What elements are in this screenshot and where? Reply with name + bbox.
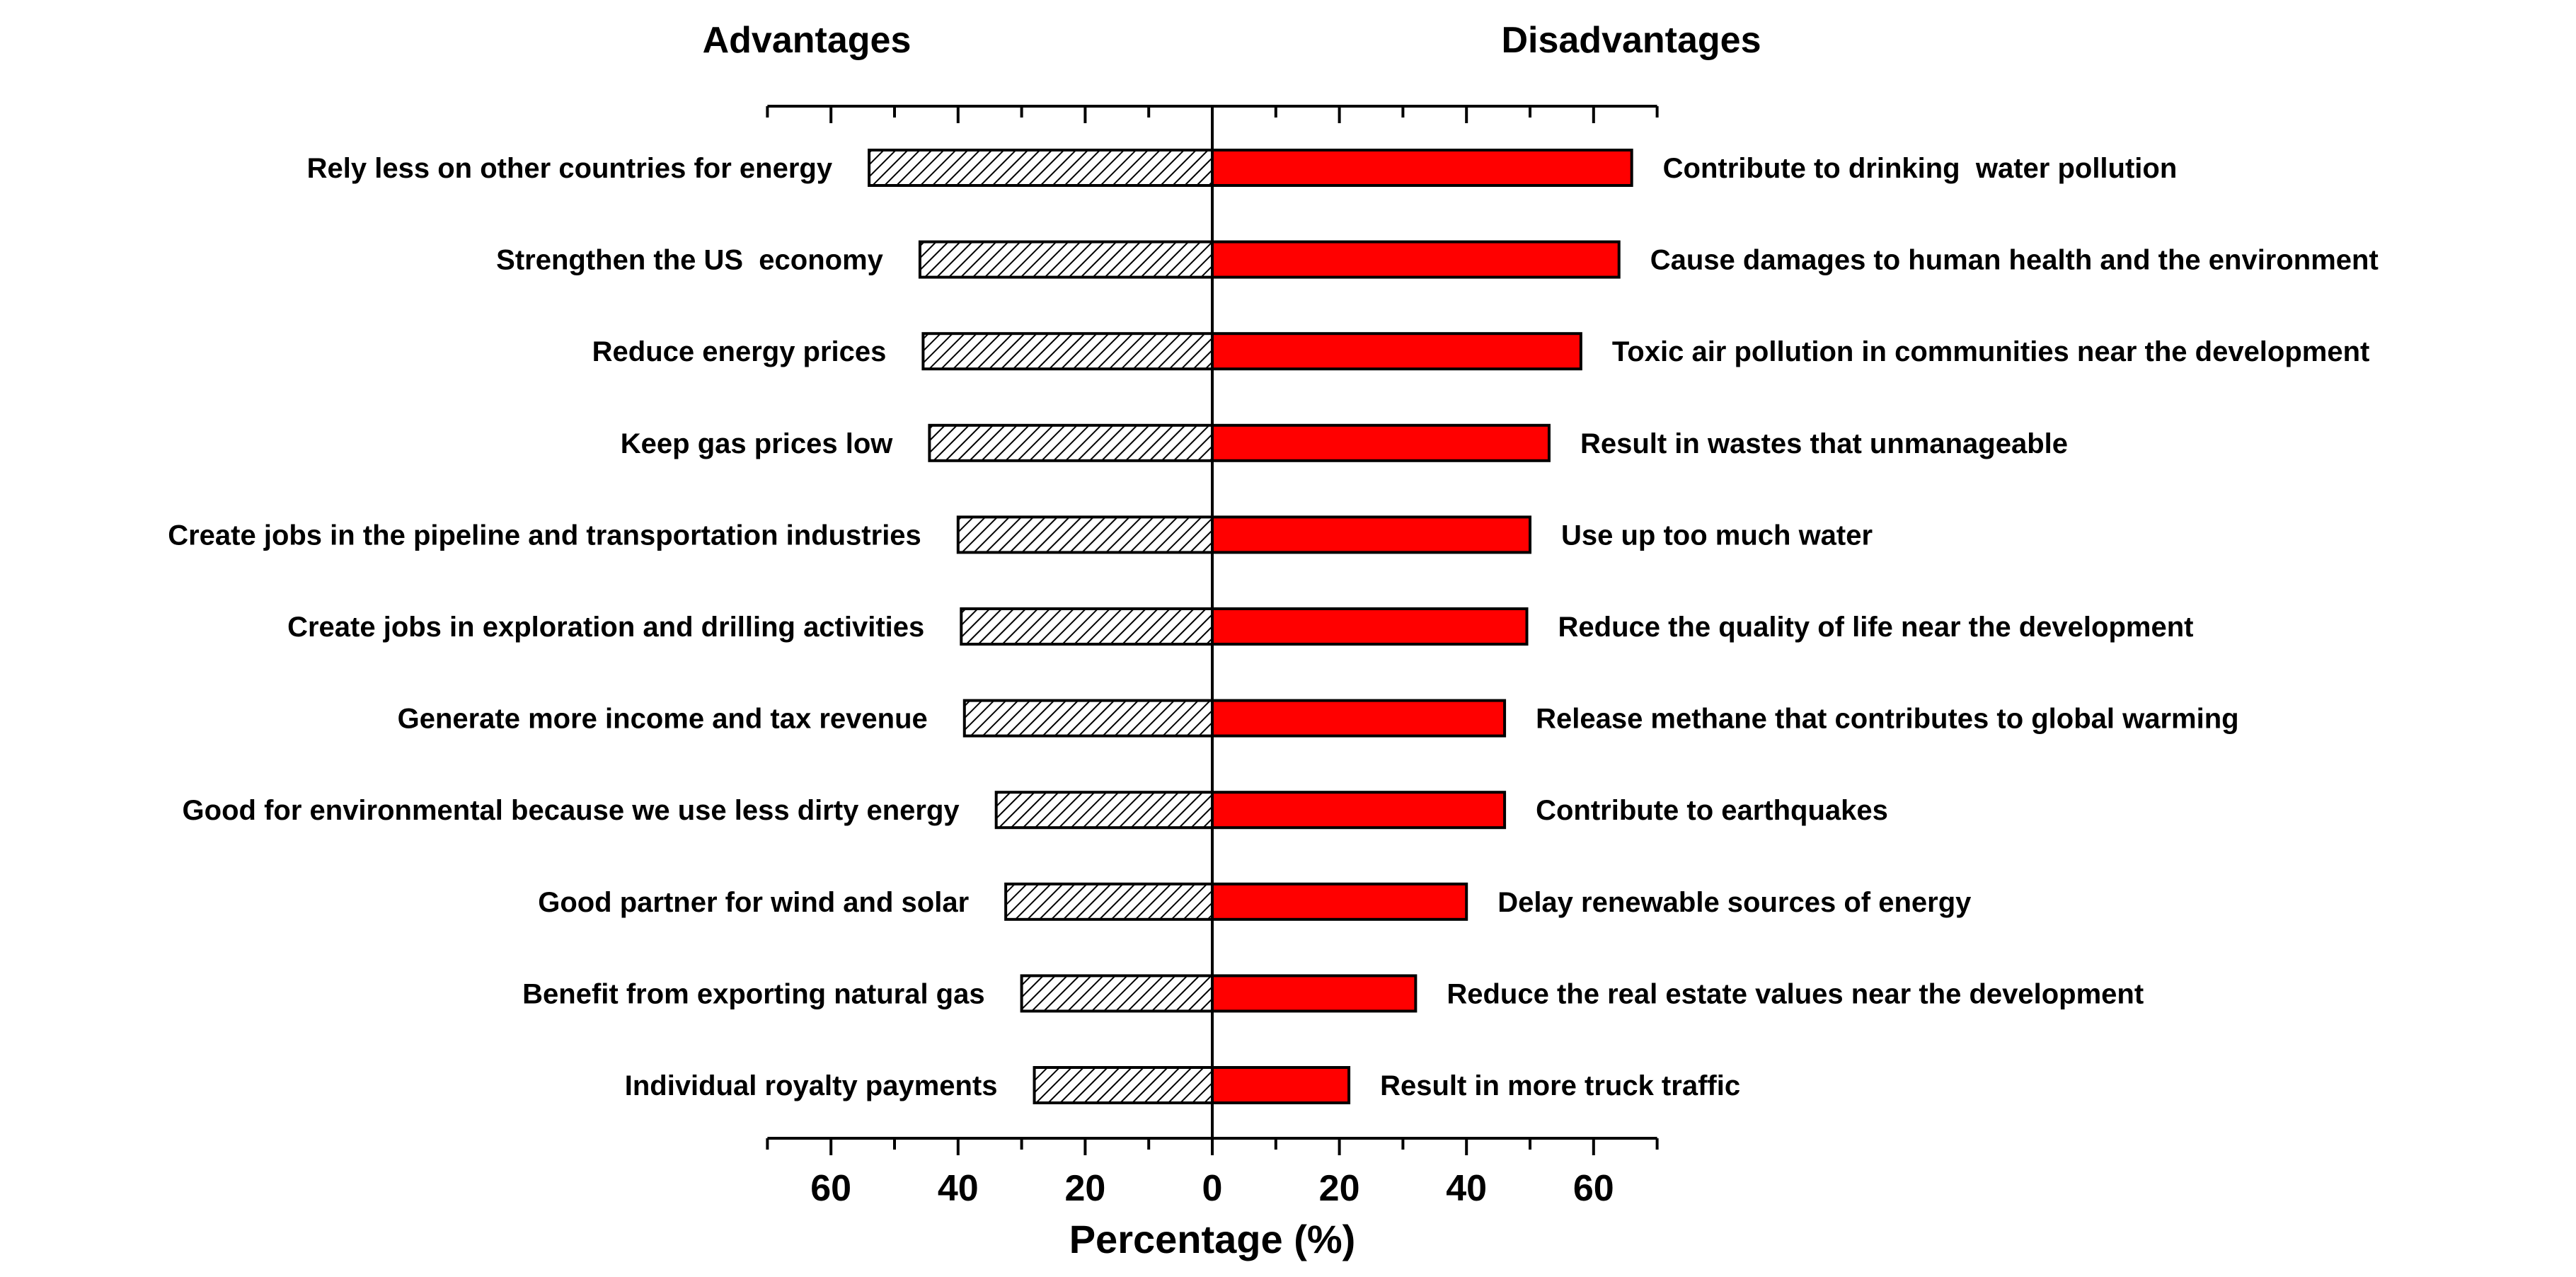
advantage-label: Rely less on other countries for energy: [307, 153, 833, 184]
advantage-bar: [956, 515, 1214, 554]
disadvantage-label: Contribute to drinking water pollution: [1663, 153, 2178, 184]
x-tick-label: 40: [1446, 1168, 1487, 1209]
disadvantage-label: Toxic air pollution in communities near …: [1612, 336, 2370, 367]
x-tick-label: 40: [938, 1168, 979, 1209]
advantage-bar: [962, 699, 1214, 738]
advantage-label: Create jobs in exploration and drilling …: [287, 612, 924, 643]
disadvantage-bar: [1211, 332, 1582, 371]
disadvantages-heading: Disadvantages: [1501, 20, 1761, 61]
x-tick-label: 20: [1064, 1168, 1105, 1209]
advantage-bar: [994, 791, 1214, 830]
disadvantage-bar: [1211, 1066, 1351, 1104]
advantage-bar: [1020, 974, 1214, 1013]
labels-group: Rely less on other countries for energy S…: [168, 153, 2379, 1101]
bars-group: [868, 149, 1633, 1104]
advantage-bar: [868, 149, 1214, 187]
advantage-bar: [918, 240, 1214, 279]
x-axis-title: Percentage (%): [1069, 1217, 1356, 1261]
disadvantage-bar: [1211, 149, 1633, 187]
disadvantage-label: Result in more truck traffic: [1380, 1070, 1740, 1101]
disadvantage-bar: [1211, 791, 1507, 830]
x-tick-label: 60: [810, 1168, 851, 1209]
disadvantage-label: Release methane that contributes to glob…: [1536, 704, 2239, 735]
disadvantage-label: Use up too much water: [1561, 520, 1873, 551]
advantage-label: Keep gas prices low: [621, 428, 893, 459]
disadvantage-bar: [1211, 699, 1507, 738]
advantage-label: Create jobs in the pipeline and transpor…: [168, 520, 921, 551]
disadvantage-label: Contribute to earthquakes: [1536, 795, 1888, 826]
x-tick-label: 60: [1573, 1168, 1614, 1209]
disadvantage-label: Reduce the real estate values near the d…: [1447, 978, 2144, 1009]
advantage-bar: [1033, 1066, 1214, 1104]
disadvantage-label: Reduce the quality of life near the deve…: [1558, 612, 2194, 643]
x-tick-label: 0: [1202, 1168, 1223, 1209]
advantage-label: Good partner for wind and solar: [538, 887, 969, 918]
advantage-label: Reduce energy prices: [592, 336, 887, 367]
advantages-heading: Advantages: [703, 20, 912, 61]
advantage-label: Generate more income and tax revenue: [398, 704, 928, 735]
advantage-bar: [1004, 882, 1214, 921]
advantage-label: Strengthen the US economy: [496, 245, 883, 276]
disadvantage-bar: [1211, 240, 1621, 279]
advantage-label: Individual royalty payments: [625, 1070, 998, 1101]
x-tick-label: 20: [1319, 1168, 1360, 1209]
advantage-bar: [921, 332, 1214, 371]
disadvantage-bar: [1211, 515, 1531, 554]
disadvantage-bar: [1211, 423, 1551, 462]
disadvantage-bar: [1211, 974, 1418, 1013]
disadvantage-label: Delay renewable sources of energy: [1497, 887, 1972, 918]
advantage-bar: [960, 607, 1214, 646]
disadvantage-label: Result in wastes that unmanageable: [1580, 428, 2068, 459]
disadvantage-bar: [1211, 607, 1529, 646]
advantage-label: Good for environmental because we use le…: [183, 795, 960, 826]
advantage-bar: [928, 423, 1214, 462]
advantage-label: Benefit from exporting natural gas: [522, 978, 984, 1009]
disadvantage-bar: [1211, 882, 1468, 921]
disadvantage-label: Cause damages to human health and the en…: [1650, 245, 2379, 276]
